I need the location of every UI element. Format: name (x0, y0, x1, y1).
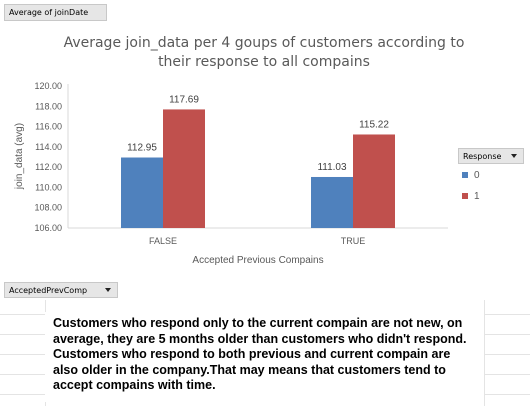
data-label: 111.03 (317, 162, 347, 173)
y-tick-label: 110.00 (35, 182, 62, 192)
y-tick-label: 108.00 (34, 203, 62, 213)
chart-title-line-2: their response to all compains (158, 54, 370, 70)
axis-field-button[interactable]: AcceptedPrevComp (4, 282, 118, 298)
legend-label-1: 1 (474, 191, 480, 202)
chevron-down-icon (511, 154, 517, 158)
y-tick-label: 116.00 (35, 122, 62, 132)
note-text: Customers who respond only to the curren… (53, 316, 467, 392)
legend-swatch-0 (462, 172, 468, 179)
chart: Average join_data per 4 goups of custome… (14, 35, 465, 266)
y-tick-label: 114.00 (35, 142, 62, 152)
legend-item-1: 1 (462, 191, 480, 202)
legend-field-button[interactable]: Response (458, 148, 524, 164)
data-label: 117.69 (169, 94, 199, 105)
bar-false-series-1[interactable] (163, 109, 205, 228)
y-tick-label: 106.00 (34, 223, 62, 233)
note-text-box: Customers who respond only to the curren… (45, 312, 484, 402)
bar-false-series-0[interactable] (121, 157, 163, 228)
axis-field-label: AcceptedPrevComp (9, 286, 88, 295)
legend-item-0: 0 (462, 170, 480, 181)
bar-true-series-0[interactable] (311, 176, 353, 228)
bar-true-series-1[interactable] (353, 134, 395, 228)
value-field-label: Average of joinDate (9, 8, 89, 17)
chart-title-line-1: Average join_data per 4 goups of custome… (64, 35, 465, 51)
y-tick-labels: 106.00 108.00 110.00 112.00 114.00 116.00 118.… (34, 81, 62, 233)
value-field-button[interactable]: Average of joinDate (4, 4, 107, 21)
legend-field-label: Response (463, 152, 502, 161)
x-tick-label: TRUE (341, 236, 366, 246)
y-axis-title: join_data (avg) (14, 123, 25, 190)
x-axis-title: Accepted Previous Compains (192, 255, 323, 266)
legend-label-0: 0 (474, 170, 480, 181)
legend-swatch-1 (462, 193, 468, 200)
y-tick-label: 112.00 (35, 162, 62, 172)
chevron-down-icon (105, 288, 111, 292)
y-tick-label: 118.00 (35, 101, 62, 111)
x-tick-labels: FALSE TRUE (149, 236, 365, 246)
data-label: 112.95 (127, 143, 157, 154)
y-tick-label: 120.00 (34, 81, 62, 91)
bars: 112.95 117.69 111.03 115.22 (121, 94, 395, 228)
x-tick-label: FALSE (149, 236, 177, 246)
data-label: 115.22 (359, 119, 389, 130)
